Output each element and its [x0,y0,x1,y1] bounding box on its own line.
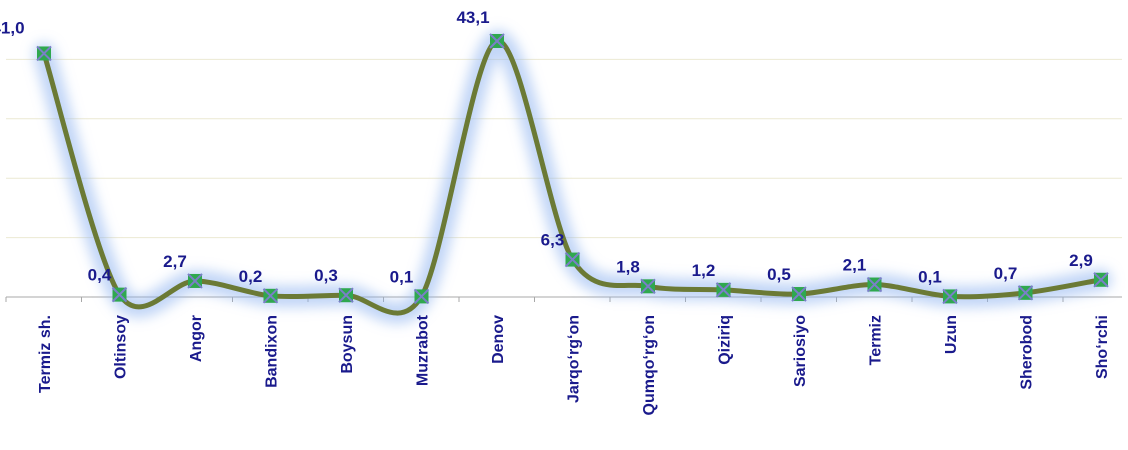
data-label: 2,7 [163,252,187,271]
category-label: Denov [490,315,507,364]
data-series [33,30,1112,324]
category-label: Qiziriq [717,315,734,365]
data-label: 0,7 [994,264,1018,283]
marker-cross [36,45,52,62]
marker-cross [338,287,354,303]
marker-cross [489,33,505,49]
data-markers [36,33,1109,305]
category-label: Angor [188,315,205,362]
marker-cross [1093,272,1109,288]
data-label: 41,0 [0,18,25,37]
data-label: 2,1 [843,256,867,275]
data-label: 1,8 [616,257,640,276]
data-label: 1,2 [692,261,716,280]
category-label: Jarqo‘rg‘on [566,315,583,403]
category-label: Sho‘rchi [1094,315,1111,379]
data-point [715,282,732,298]
category-labels: Termiz sh. Oltinsoy Angor Bandixon Boysun Muz… [37,314,1111,415]
data-point [1017,285,1034,301]
data-point [338,287,354,303]
marker-cross [262,288,279,304]
data-label: 0,2 [239,267,263,286]
data-point [1093,272,1109,288]
category-label: Termiz sh. [37,315,54,393]
marker-cross [1017,285,1034,301]
category-label: Sherobod [1019,315,1036,390]
data-label: 0,1 [390,267,414,286]
data-point [111,286,128,303]
data-labels: 41,0 0,4 2,7 0,2 0,3 0,1 43,1 6,3 1,8 1,2 0,5 2,1 0,… [0,8,1093,286]
marker-cross [413,288,430,305]
category-label: Uzun [943,315,960,354]
data-point [36,45,52,62]
marker-cross [791,286,807,302]
marker-cross [715,282,732,298]
category-label: Muzrabot [415,314,432,386]
data-label: 6,3 [541,231,565,250]
marker-cross [111,286,128,303]
marker-cross [866,276,883,293]
category-label: Qumqo‘rg‘on [641,315,658,415]
data-label: 43,1 [456,8,489,27]
data-label: 2,9 [1069,251,1093,270]
data-point [791,286,807,302]
category-label: Bandixon [264,315,281,388]
data-point [640,278,656,295]
data-point [866,276,883,293]
data-label: 0,1 [918,267,942,286]
category-label: Termiz [868,315,885,365]
data-point [413,288,430,305]
marker-cross [564,251,581,268]
category-label: Sariosiyo [792,315,809,387]
data-point [942,288,958,305]
data-point [489,33,505,49]
marker-cross [187,273,203,289]
category-label: Oltinsoy [113,315,130,379]
marker-cross [640,278,656,295]
category-label: Boysun [339,315,356,374]
data-point [262,288,279,304]
data-label: 0,4 [88,266,112,285]
marker-cross [942,288,958,305]
series-glow [33,30,1112,324]
data-label: 0,5 [767,265,791,284]
data-point [564,251,581,268]
data-point [187,273,203,289]
data-label: 0,3 [314,266,338,285]
